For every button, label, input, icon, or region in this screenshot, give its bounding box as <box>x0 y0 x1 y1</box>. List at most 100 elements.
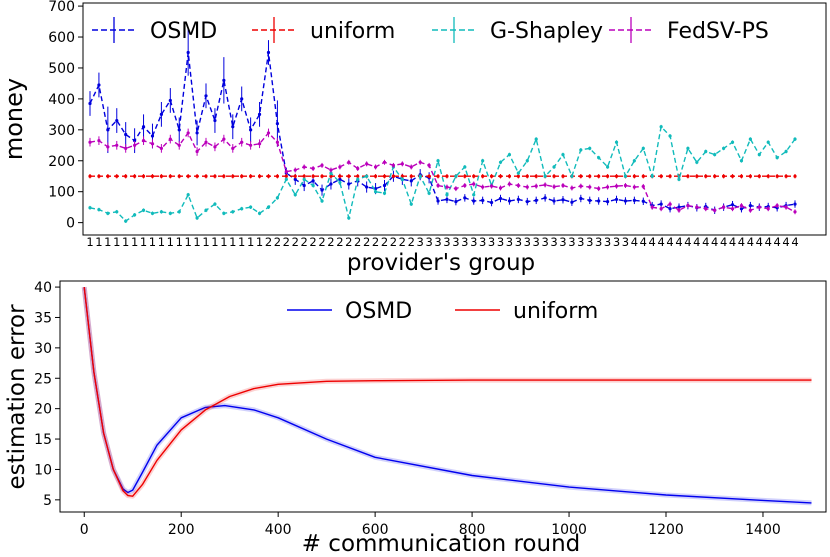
data-point <box>222 211 226 215</box>
data-point <box>320 174 324 178</box>
data-point <box>445 197 449 202</box>
data-point <box>713 174 717 178</box>
data-point <box>88 140 92 144</box>
data-point <box>97 208 101 212</box>
data-point <box>686 174 690 178</box>
data-point <box>668 134 672 138</box>
data-point <box>266 174 271 178</box>
data-point <box>614 140 619 144</box>
x-tick-label: 4 <box>702 235 709 249</box>
x-tick-label: 800 <box>459 522 486 538</box>
data-point <box>400 174 404 178</box>
data-point <box>748 174 752 178</box>
data-point <box>320 188 324 192</box>
data-point <box>489 174 494 178</box>
data-point <box>507 152 512 157</box>
data-point <box>668 202 672 206</box>
data-point <box>445 193 449 197</box>
data-point <box>632 159 636 163</box>
data-point <box>543 196 547 200</box>
data-point <box>293 174 297 178</box>
data-point <box>659 207 663 211</box>
data-point <box>159 174 163 178</box>
x-tick-label: 2 <box>283 235 290 249</box>
data-point <box>543 174 547 178</box>
data-point <box>498 186 503 190</box>
data-point <box>659 202 663 206</box>
legend-label: G-Shapley <box>490 19 603 44</box>
data-point <box>391 163 396 167</box>
data-point <box>115 210 119 214</box>
legend-label: OSMD <box>150 19 217 44</box>
data-point <box>552 185 556 189</box>
data-point <box>588 185 592 189</box>
data-point <box>159 210 163 214</box>
data-point <box>400 177 404 181</box>
data-point <box>231 125 235 129</box>
data-point <box>605 199 610 204</box>
x-tick-label: 1000 <box>551 522 587 538</box>
data-point <box>124 146 128 150</box>
data-point <box>382 160 387 164</box>
x-tick-label: 3 <box>568 235 575 249</box>
data-point <box>775 174 779 178</box>
data-point <box>472 174 476 178</box>
x-tick-label: 1 <box>247 235 254 249</box>
data-point <box>686 204 690 208</box>
data-point <box>739 207 744 211</box>
data-point <box>97 83 101 87</box>
data-point <box>320 199 324 203</box>
data-point <box>516 197 520 202</box>
x-tick-label: 3 <box>533 235 540 249</box>
data-point <box>632 174 636 178</box>
data-point <box>454 174 458 178</box>
data-point <box>204 208 208 212</box>
x-tick-label: 2 <box>345 235 352 249</box>
data-point <box>579 196 583 201</box>
data-point <box>588 198 592 202</box>
data-point <box>775 204 779 208</box>
x-tick-label: 3 <box>470 235 477 249</box>
series-line-G-Shapley <box>89 125 796 223</box>
data-point <box>106 145 110 149</box>
data-point <box>516 174 520 178</box>
data-point <box>552 199 556 203</box>
data-point <box>141 208 146 212</box>
y-tick-label: 0 <box>66 216 75 232</box>
x-tick-label: 3 <box>586 235 593 249</box>
x-tick-label: 4 <box>675 235 682 249</box>
data-point <box>240 174 244 178</box>
data-point <box>472 199 476 203</box>
data-point <box>338 177 342 181</box>
data-point <box>775 156 779 160</box>
data-point <box>115 118 119 123</box>
data-point <box>266 131 271 135</box>
x-tick-label: 3 <box>559 235 566 249</box>
data-point <box>338 180 342 185</box>
data-point <box>445 185 449 189</box>
data-point <box>534 137 538 141</box>
data-point <box>231 210 235 214</box>
x-tick-label: 1 <box>158 235 165 249</box>
data-point <box>739 204 744 208</box>
data-point <box>659 125 663 129</box>
data-point <box>614 184 619 188</box>
data-point <box>177 128 181 132</box>
x-tick-label: 2 <box>363 235 370 249</box>
data-point <box>757 152 761 157</box>
data-point <box>347 182 351 186</box>
data-point <box>552 165 556 169</box>
data-point <box>400 162 404 166</box>
legend-label: OSMD <box>345 299 412 324</box>
data-point <box>748 208 752 212</box>
data-point <box>133 143 137 147</box>
data-point <box>757 174 761 178</box>
x-tick-label: 1 <box>140 235 147 249</box>
x-tick-label: 1 <box>238 235 245 249</box>
data-point <box>275 140 280 144</box>
data-point <box>106 128 110 132</box>
y-tick-label: 15 <box>34 432 52 448</box>
data-point <box>525 185 529 189</box>
data-point <box>382 174 387 178</box>
data-point <box>141 125 146 129</box>
